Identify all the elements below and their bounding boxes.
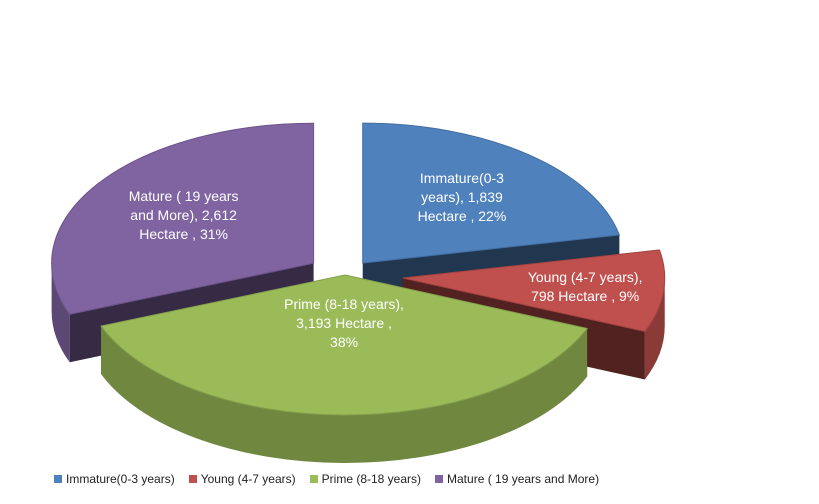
legend-swatch-mature bbox=[435, 475, 444, 483]
pie-slice-young bbox=[402, 249, 666, 333]
data-label-mature: Mature ( 19 years and More), 2,612 Hecta… bbox=[128, 188, 239, 243]
pie-side-prime bbox=[101, 326, 588, 464]
chart-legend: Immature(0-3 years) Young (4-7 years) Pr… bbox=[54, 472, 613, 486]
pie-slice-mature bbox=[51, 122, 315, 315]
pie-slice-prime bbox=[100, 274, 589, 416]
pie-side-mature bbox=[51, 263, 70, 363]
legend-item-immature: Immature(0-3 years) bbox=[54, 472, 175, 486]
data-label-prime: Prime (8-18 years), 3,193 Hectare , 38% bbox=[284, 296, 404, 351]
legend-label-young: Young (4-7 years) bbox=[200, 472, 296, 486]
legend-label-prime: Prime (8-18 years) bbox=[321, 472, 422, 486]
pie-side-young bbox=[644, 278, 665, 380]
legend-item-prime: Prime (8-18 years) bbox=[309, 472, 422, 486]
data-label-immature: Immature(0-3 years), 1,839 Hectare , 22% bbox=[417, 170, 507, 225]
legend-label-immature: Immature(0-3 years) bbox=[66, 472, 175, 486]
data-label-young: Young (4-7 years), 798 Hectare , 9% bbox=[527, 269, 643, 305]
legend-item-mature: Mature ( 19 years and More) bbox=[435, 472, 599, 486]
legend-item-young: Young (4-7 years) bbox=[188, 472, 296, 486]
legend-swatch-young bbox=[188, 475, 197, 483]
legend-swatch-prime bbox=[309, 475, 318, 483]
legend-label-mature: Mature ( 19 years and More) bbox=[447, 472, 600, 486]
legend-swatch-immature bbox=[54, 475, 62, 483]
pie-slice-immature bbox=[362, 122, 621, 264]
